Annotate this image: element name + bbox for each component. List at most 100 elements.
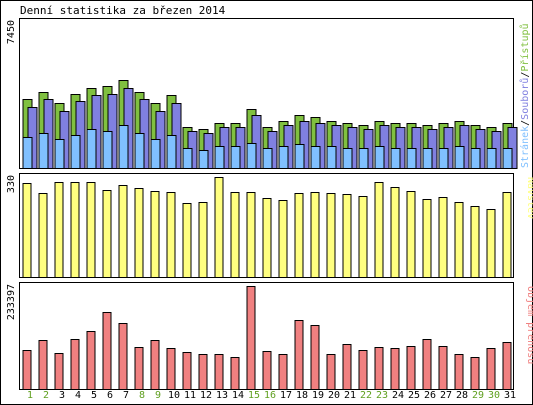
- bar-traffic-Stránek-18: [294, 144, 305, 169]
- x-tick-label-21: 21: [344, 390, 356, 401]
- bar-traffic-Stránek-11: [182, 148, 193, 169]
- bar-visits-18: [294, 193, 304, 278]
- bar-volume-24: [390, 348, 400, 390]
- x-tick-label-8: 8: [139, 390, 145, 401]
- x-tick-label-1: 1: [27, 390, 33, 401]
- x-tick-label-28: 28: [456, 390, 468, 401]
- x-tick-label-30: 30: [488, 390, 500, 401]
- bar-volume-26: [422, 339, 432, 390]
- legend-entry-0: Stránek: [519, 126, 531, 168]
- x-tick-label-7: 7: [123, 390, 129, 401]
- x-tick-label-24: 24: [392, 390, 404, 401]
- bar-visits-19: [310, 192, 320, 278]
- bar-traffic-Stránek-10: [166, 135, 177, 169]
- bar-traffic-Stránek-25: [406, 148, 417, 169]
- x-tick-label-17: 17: [280, 390, 292, 401]
- bar-visits-21: [342, 194, 352, 278]
- bar-traffic-Stránek-26: [422, 148, 433, 169]
- x-tick-label-4: 4: [75, 390, 81, 401]
- bar-volume-31: [502, 342, 512, 390]
- x-tick-label-31: 31: [504, 390, 516, 401]
- bar-volume-4: [70, 339, 80, 390]
- bar-visits-14: [230, 192, 240, 278]
- x-tick-label-23: 23: [376, 390, 388, 401]
- x-tick-label-26: 26: [424, 390, 436, 401]
- legend-visits: Návštěv: [525, 177, 533, 219]
- bar-volume-6: [102, 312, 112, 390]
- bar-traffic-Stránek-20: [326, 146, 337, 169]
- bar-traffic-Stránek-3: [54, 139, 65, 169]
- bar-volume-30: [486, 348, 496, 390]
- bar-volume-1: [22, 350, 32, 390]
- bar-visits-28: [454, 202, 464, 278]
- x-tick-label-15: 15: [248, 390, 260, 401]
- legend-volume: Objem přenosu: [525, 286, 533, 364]
- bar-volume-17: [278, 354, 288, 390]
- bar-volume-15: [246, 286, 256, 390]
- bar-visits-16: [262, 198, 272, 278]
- bar-volume-3: [54, 353, 64, 390]
- bar-volume-8: [134, 347, 144, 390]
- x-tick-label-13: 13: [216, 390, 228, 401]
- ymax-label-visits: 330: [6, 175, 17, 193]
- bar-traffic-Stránek-9: [150, 139, 161, 169]
- bar-traffic-Stránek-13: [214, 146, 225, 169]
- bar-visits-20: [326, 193, 336, 278]
- bar-volume-14: [230, 357, 240, 390]
- x-tick-label-20: 20: [328, 390, 340, 401]
- bar-visits-29: [470, 206, 480, 278]
- bar-visits-9: [150, 191, 160, 278]
- bar-visits-22: [358, 196, 368, 278]
- bar-visits-2: [38, 193, 48, 278]
- bar-traffic-Stránek-16: [262, 148, 273, 169]
- legend-separator: /: [520, 120, 531, 126]
- bar-volume-21: [342, 344, 352, 390]
- bar-visits-5: [86, 182, 96, 278]
- legend-separator: /: [520, 72, 531, 78]
- x-tick-label-25: 25: [408, 390, 420, 401]
- bar-visits-15: [246, 192, 256, 278]
- x-tick-label-19: 19: [312, 390, 324, 401]
- bar-traffic-Stránek-21: [342, 148, 353, 169]
- x-tick-label-10: 10: [168, 390, 180, 401]
- bar-visits-10: [166, 192, 176, 278]
- bar-traffic-Stránek-12: [198, 150, 209, 169]
- bar-visits-8: [134, 188, 144, 278]
- bar-visits-12: [198, 202, 208, 278]
- bar-visits-31: [502, 192, 512, 278]
- bar-traffic-Stránek-31: [502, 148, 513, 169]
- x-tick-label-27: 27: [440, 390, 452, 401]
- bar-volume-18: [294, 320, 304, 390]
- legend-entry-2: Přístupů: [519, 23, 531, 71]
- bar-volume-20: [326, 354, 336, 390]
- bar-traffic-Stránek-19: [310, 146, 321, 169]
- bar-volume-16: [262, 351, 272, 390]
- x-tick-label-16: 16: [264, 390, 276, 401]
- x-tick-label-6: 6: [107, 390, 113, 401]
- bar-volume-13: [214, 354, 224, 390]
- bar-traffic-Stránek-6: [102, 131, 113, 169]
- bar-volume-27: [438, 346, 448, 390]
- bar-volume-11: [182, 352, 192, 390]
- legend-traffic: Stránek/Souborů/Přístupů: [519, 23, 531, 168]
- bar-visits-26: [422, 199, 432, 278]
- x-tick-label-11: 11: [184, 390, 196, 401]
- bar-traffic-Stránek-24: [390, 148, 401, 169]
- bar-traffic-Stránek-8: [134, 133, 145, 169]
- bar-traffic-Stránek-17: [278, 146, 289, 169]
- bar-visits-17: [278, 200, 288, 278]
- bar-traffic-Stránek-14: [230, 146, 241, 169]
- bar-visits-3: [54, 182, 64, 278]
- bar-traffic-Stránek-5: [86, 129, 97, 169]
- bar-visits-13: [214, 177, 224, 278]
- x-tick-label-12: 12: [200, 390, 212, 401]
- bar-volume-19: [310, 325, 320, 390]
- ymax-label-traffic: 7450: [6, 20, 17, 44]
- bar-visits-7: [118, 185, 128, 278]
- bar-traffic-Stránek-29: [470, 148, 481, 169]
- bar-volume-28: [454, 354, 464, 390]
- bar-volume-22: [358, 350, 368, 390]
- bar-traffic-Stránek-28: [454, 146, 465, 169]
- bar-volume-10: [166, 348, 176, 390]
